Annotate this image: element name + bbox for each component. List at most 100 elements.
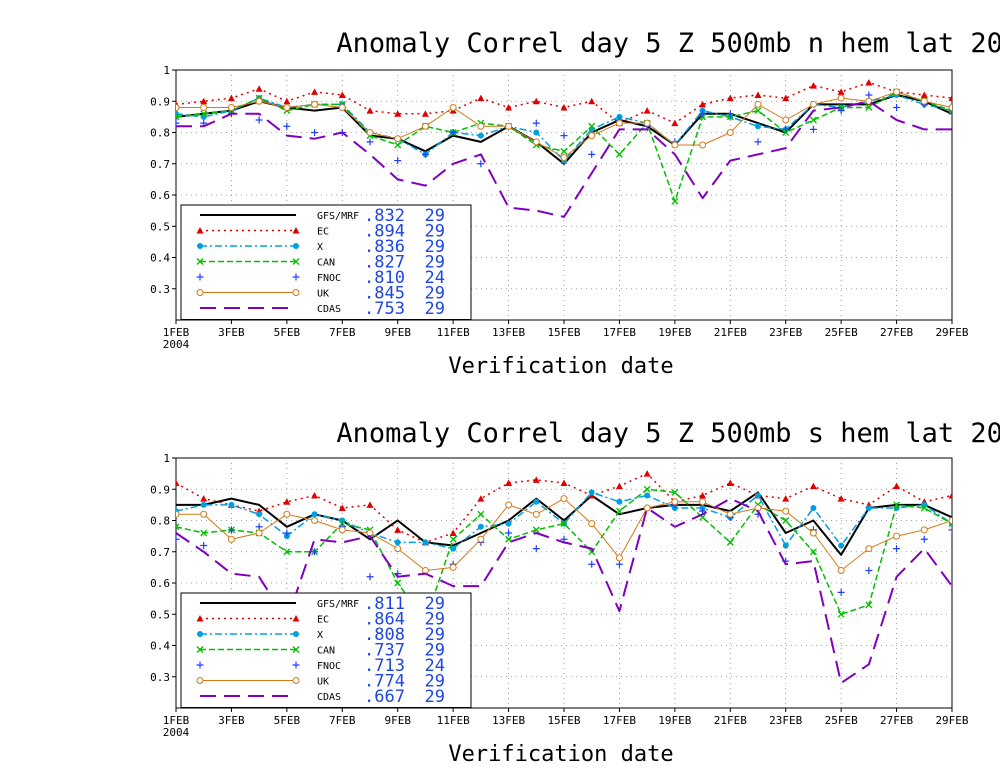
data-point [200,501,207,508]
data-point [726,510,734,518]
y-tick-label: 0.7 [150,158,170,171]
data-point [588,489,595,496]
data-point [588,150,596,158]
legend-count: 29 [425,672,445,692]
data-point [176,104,180,111]
legend-marker [292,677,300,684]
y-tick-label: 0.5 [150,220,170,233]
legend-score: .811 [364,594,405,614]
data-point [394,141,402,149]
series-cdas [176,497,952,684]
data-point [477,535,485,543]
legend-entry: CDAS .753 29 [200,299,445,319]
legend-marker [292,646,300,653]
series-uk [176,88,952,161]
data-point [311,511,318,518]
x-tick-label: 3FEB [218,326,245,339]
data-point [560,147,568,155]
data-point [505,122,513,130]
data-point [948,110,952,118]
legend-entry: CDAS .667 29 [200,687,445,707]
data-point [616,498,623,505]
data-point [588,97,596,105]
data-point [893,88,901,96]
legend-count: 29 [425,625,445,645]
legend-marker [292,615,300,622]
series-uk [176,495,952,574]
data-point [643,107,651,114]
data-point [865,91,873,99]
legend-entry: FNOC .713 24 [196,656,445,676]
data-point [838,542,845,549]
x-tick-label: 23FEB [769,714,802,727]
data-point [948,94,952,102]
legend-entry: X .836 29 [197,237,445,257]
data-point [837,610,845,618]
data-point [948,492,952,499]
legend-marker [292,227,300,234]
data-point [809,100,817,108]
data-point [560,104,568,111]
data-point [615,482,623,490]
data-point [366,501,374,508]
legend-marker [292,661,300,669]
legend-marker [196,661,204,669]
series-line [176,100,952,218]
data-point [948,526,952,534]
data-point [505,501,513,509]
data-point [200,113,207,120]
x-tick-label: 29FEB [935,326,968,339]
series-line [176,488,952,622]
legend-entry: GFS/MRF .832 29 [200,206,445,226]
series-fnoc [176,91,952,168]
data-point [643,470,651,477]
x-tick-label: 7FEB [329,714,356,727]
data-point [615,119,623,127]
chart-panel-0: Anomaly Correl day 5 Z 500mb n hem lat 2… [150,28,1000,379]
legend-count: 29 [425,237,445,257]
data-point [477,160,485,168]
data-point [200,104,208,111]
data-point [782,116,790,124]
data-point [671,119,679,127]
data-point [920,97,928,105]
y-tick-label: 0.4 [150,252,170,265]
data-point [505,479,513,486]
data-point [809,82,817,89]
y-tick-label: 0.7 [150,546,170,559]
data-point [865,567,873,574]
data-point [865,505,872,511]
data-point [283,510,291,518]
data-point [200,97,208,105]
x-tick-label: 11FEB [437,326,470,339]
data-point [449,529,457,536]
data-point [671,197,679,205]
data-point [837,567,845,574]
data-point [311,100,319,108]
chart-title: Anomaly Correl day 5 Z 500mb n hem lat 2… [336,28,1000,59]
x-tick-label: 25FEB [825,714,858,727]
data-point [948,104,952,111]
data-point [560,154,568,161]
data-point [449,563,457,571]
series-line [176,497,952,684]
data-point [450,545,457,552]
data-point [782,517,790,524]
data-point [421,150,429,158]
data-point [176,119,180,127]
data-point [283,104,291,111]
x-tick-sublabel: 2004 [163,726,190,739]
data-point [615,150,623,158]
x-tick-label: 19FEB [658,326,691,339]
legend-marker [196,646,204,653]
y-tick-label: 0.8 [150,515,170,528]
legend-series-name: FNOC [317,661,341,672]
legend-marker [196,273,204,281]
data-point [227,535,235,543]
series-gfs-mrf [176,94,952,165]
x-tick-label: 27FEB [880,326,913,339]
legend-entry: EC .864 29 [196,610,445,630]
legend-entry: CAN .737 29 [196,641,445,661]
